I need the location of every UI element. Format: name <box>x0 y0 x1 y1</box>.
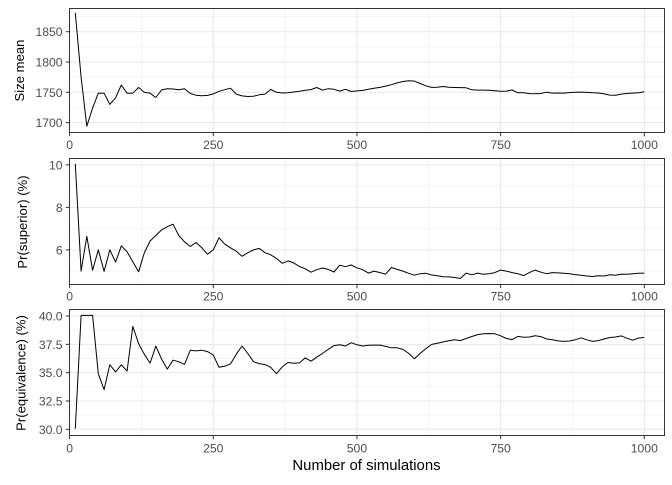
svg-text:8: 8 <box>56 201 63 215</box>
svg-text:1850: 1850 <box>35 25 62 39</box>
svg-text:1750: 1750 <box>35 86 62 100</box>
svg-text:37.5: 37.5 <box>39 338 63 352</box>
svg-text:1000: 1000 <box>631 442 658 456</box>
svg-text:40.0: 40.0 <box>39 310 63 324</box>
svg-text:Pr(equivalence) (%): Pr(equivalence) (%) <box>14 315 29 431</box>
svg-text:250: 250 <box>203 442 224 456</box>
svg-text:1000: 1000 <box>631 138 658 152</box>
svg-text:1000: 1000 <box>631 289 658 303</box>
svg-text:500: 500 <box>347 442 368 456</box>
svg-text:250: 250 <box>203 289 224 303</box>
svg-text:1800: 1800 <box>35 56 62 70</box>
svg-text:750: 750 <box>490 138 511 152</box>
svg-text:0: 0 <box>66 138 73 152</box>
svg-text:6: 6 <box>56 243 63 257</box>
svg-text:Number of simulations: Number of simulations <box>292 458 440 474</box>
svg-text:0: 0 <box>66 289 73 303</box>
svg-text:0: 0 <box>66 442 73 456</box>
svg-text:35.0: 35.0 <box>39 366 63 380</box>
svg-text:Pr(superior) (%): Pr(superior) (%) <box>15 175 30 268</box>
svg-text:250: 250 <box>203 138 224 152</box>
svg-text:500: 500 <box>347 138 368 152</box>
svg-text:750: 750 <box>490 442 511 456</box>
svg-text:Size mean: Size mean <box>12 40 27 102</box>
svg-text:32.5: 32.5 <box>39 394 63 408</box>
svg-text:1700: 1700 <box>35 116 62 130</box>
svg-text:500: 500 <box>347 289 368 303</box>
svg-text:10: 10 <box>49 158 63 172</box>
svg-text:30.0: 30.0 <box>39 423 63 437</box>
svg-text:750: 750 <box>490 289 511 303</box>
